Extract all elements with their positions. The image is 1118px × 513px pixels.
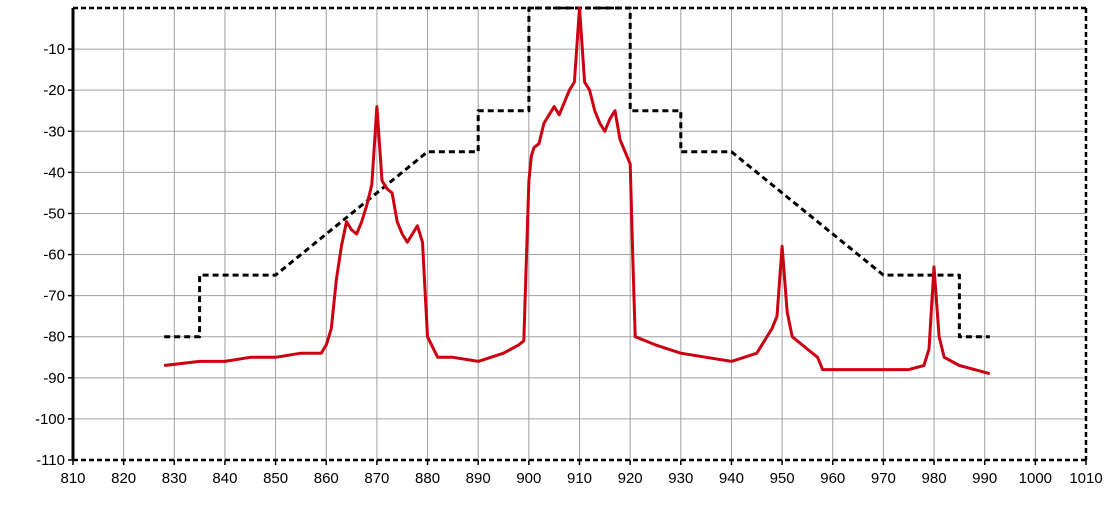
x-tick-label: 970 [871,470,896,487]
x-tick-label: 1000 [1019,470,1052,487]
x-tick-label: 990 [972,470,997,487]
axes [68,6,1088,465]
y-tick-label: -20 [43,82,65,99]
y-tick-label: -60 [43,247,65,264]
y-tick-label: -70 [43,288,65,305]
series-group [164,6,991,376]
x-tick-label: 900 [516,470,541,487]
x-tick-label: 850 [263,470,288,487]
x-tick-label: 1010 [1069,470,1102,487]
x-tick-label: 930 [668,470,693,487]
x-tick-label: 840 [212,470,237,487]
y-tick-label: -30 [43,123,65,140]
y-tick-label: -110 [36,452,65,469]
x-tick-label: 810 [60,470,85,487]
x-tick-label: 860 [314,470,339,487]
x-tick-label: 890 [466,470,491,487]
x-tick-label: 960 [820,470,845,487]
x-tick-label: 950 [770,470,795,487]
y-tick-label: -40 [43,164,65,181]
y-tick-label: -80 [43,329,65,346]
y-tick-label: -50 [43,205,65,222]
x-tick-label: 870 [364,470,389,487]
x-tick-label: 940 [719,470,744,487]
x-tick-label: 920 [618,470,643,487]
y-tick-label: -10 [43,41,65,58]
x-tick-label: 830 [162,470,187,487]
x-tick-label: 980 [922,470,947,487]
x-tick-label: 880 [415,470,440,487]
y-tick-label: -100 [35,411,65,428]
x-tick-label: 910 [567,470,592,487]
grid [73,8,1086,460]
x-tick-label: 820 [111,470,136,487]
spectrum-line [164,6,991,376]
y-tick-label: -90 [43,370,65,387]
